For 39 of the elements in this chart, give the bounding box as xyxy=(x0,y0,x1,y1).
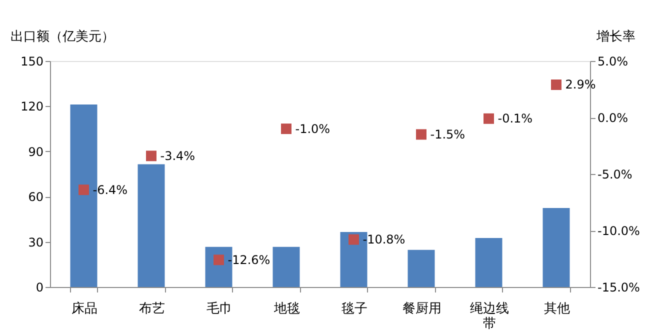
y-axis-title: 出口额（亿美元） xyxy=(10,28,114,44)
point xyxy=(551,79,562,90)
x-tick-label: 毛巾 xyxy=(206,302,232,316)
y-tick-label: 150 xyxy=(20,54,44,68)
point xyxy=(348,234,359,245)
y-tick-label: 30 xyxy=(28,235,44,250)
y2-tick-label: -5.0% xyxy=(598,168,632,182)
point xyxy=(78,184,89,196)
y2-tick-label: -15.0% xyxy=(598,280,640,294)
x-tick-label: 绳边线带 xyxy=(470,302,509,332)
x-tick-label: 毯子 xyxy=(341,302,368,316)
x-tick-label: 布艺 xyxy=(138,302,165,316)
y2-tick-label: 0.0% xyxy=(598,111,628,125)
point xyxy=(484,113,494,124)
x-tick-label: 床品 xyxy=(71,302,98,316)
data-label: -1.5% xyxy=(430,127,466,142)
y2-tick-label: -10.0% xyxy=(598,224,640,238)
y-tick-label: 120 xyxy=(20,100,44,114)
point xyxy=(146,150,156,162)
x-tick-label: 地毯 xyxy=(272,302,300,316)
data-label: -0.1% xyxy=(498,112,533,126)
y2-tick-label: 5.0% xyxy=(598,54,628,68)
data-label: -1.0% xyxy=(295,122,330,136)
y-tick-label: 0 xyxy=(36,280,44,294)
y-tick-label: 60 xyxy=(28,190,44,204)
x-tick-label: 其他 xyxy=(544,302,570,316)
point xyxy=(281,124,292,134)
bar xyxy=(272,246,300,287)
bar xyxy=(475,238,502,287)
y2-axis-title: 增长率 xyxy=(596,28,636,44)
point xyxy=(214,254,224,266)
data-label: 2.9% xyxy=(565,78,596,92)
x-tick-label: 餐厨用 xyxy=(402,302,442,316)
point xyxy=(416,129,426,140)
bar xyxy=(542,208,570,287)
data-label: -3.4% xyxy=(160,148,196,163)
bar xyxy=(408,250,435,287)
bar xyxy=(138,164,165,287)
y-tick-label: 90 xyxy=(28,144,44,159)
